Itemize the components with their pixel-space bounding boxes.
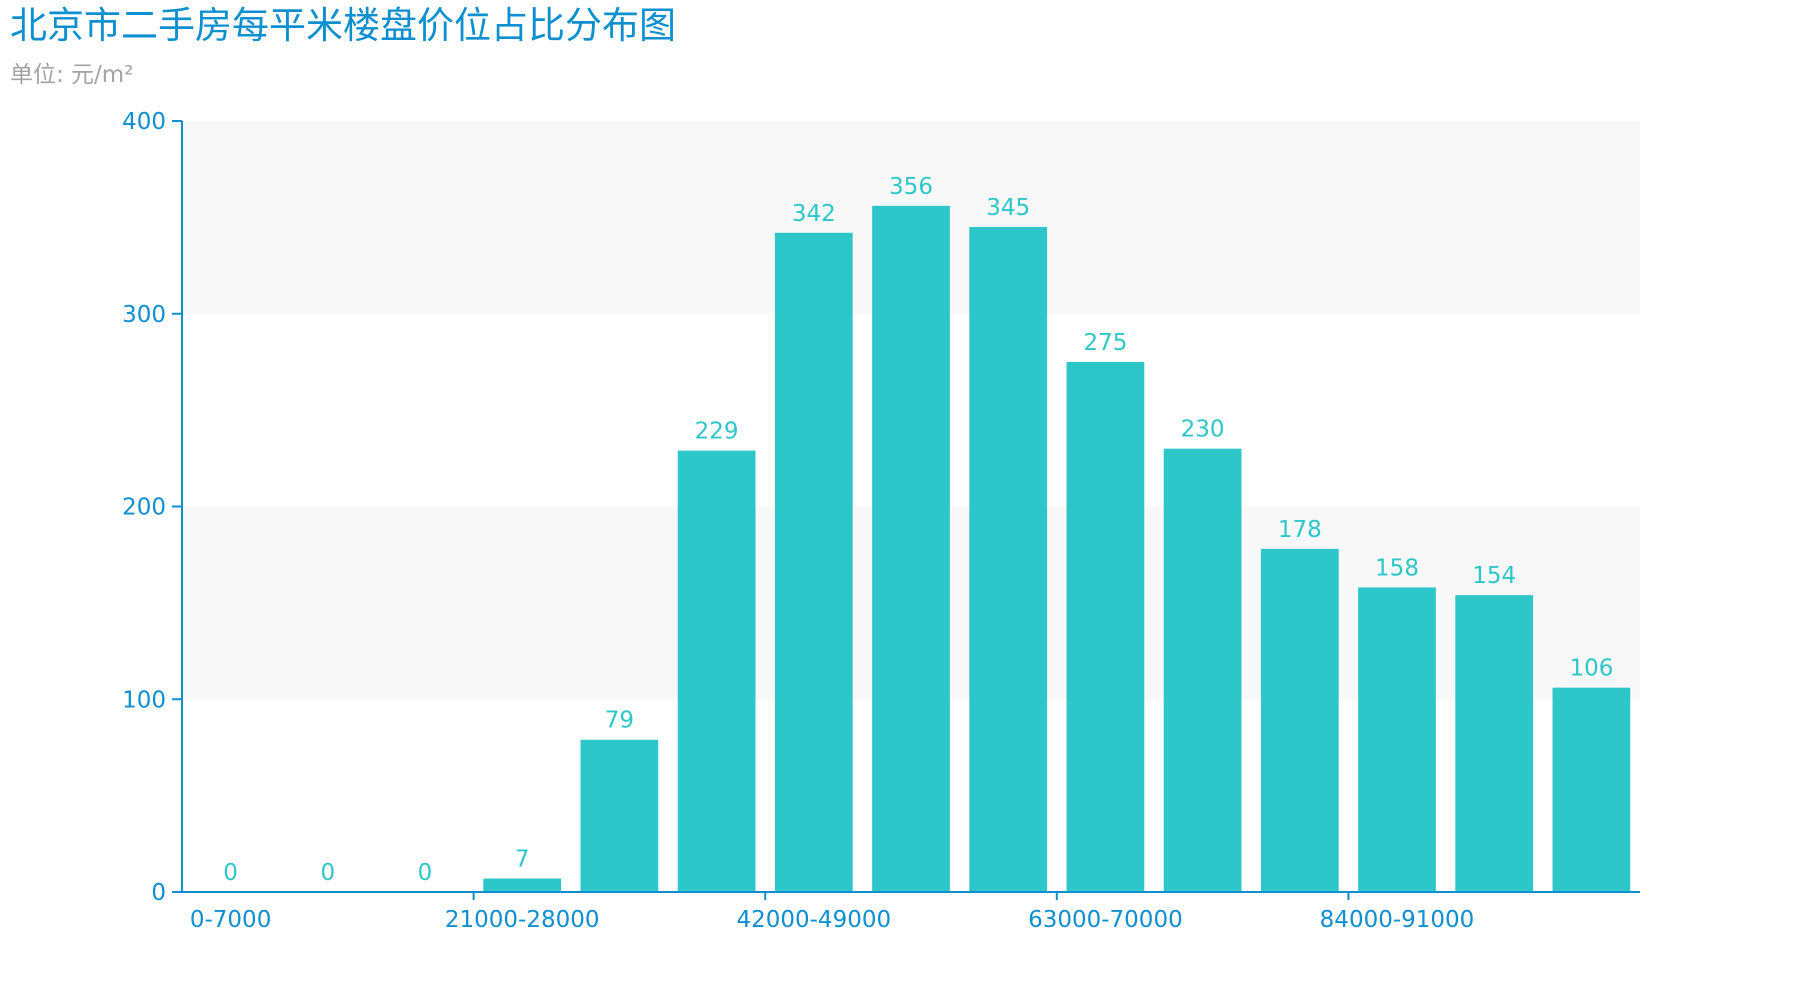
data-label: 230	[1181, 417, 1225, 443]
data-label: 178	[1278, 517, 1322, 543]
data-label: 106	[1569, 656, 1613, 682]
chart-subtitle: 单位: 元/m²	[10, 62, 134, 88]
bar[interactable]	[774, 232, 853, 893]
data-label: 0	[418, 860, 433, 886]
data-label: 7	[515, 847, 530, 873]
data-label: 356	[889, 174, 933, 200]
data-label: 79	[605, 708, 634, 734]
bar[interactable]	[969, 227, 1048, 892]
x-tick-label: 42000-49000	[736, 907, 891, 933]
y-tick-label: 100	[122, 687, 166, 713]
data-label: 229	[695, 419, 739, 445]
x-tick-label: 84000-91000	[1320, 907, 1475, 933]
bar[interactable]	[483, 878, 562, 892]
bar[interactable]	[1455, 595, 1534, 892]
bar[interactable]	[872, 205, 950, 892]
data-label: 345	[986, 195, 1030, 221]
y-tick-label: 200	[122, 495, 166, 521]
bar[interactable]	[677, 450, 756, 892]
x-tick-label: 0-7000	[190, 907, 271, 933]
bar[interactable]	[1358, 587, 1436, 892]
bar[interactable]	[1260, 548, 1339, 892]
x-tick-label: 63000-70000	[1028, 907, 1183, 933]
y-tick-label: 300	[122, 302, 166, 328]
data-label: 342	[792, 201, 836, 227]
bar[interactable]	[580, 739, 659, 892]
data-label: 0	[223, 860, 238, 886]
value-labels: 0 0 0 7 79 229 342 356 345 275 230 178 158 154 106	[223, 174, 1613, 886]
data-label: 154	[1472, 563, 1516, 589]
axes: 0 100 200 300 400 0-7000 21000-28000 42000-4900…	[122, 109, 1640, 933]
y-tick-label: 400	[122, 109, 166, 135]
chart-title: 北京市二手房每平米楼盘价位占比分布图	[10, 4, 676, 47]
data-label: 0	[320, 860, 335, 886]
y-tick-label: 0	[151, 880, 166, 906]
bar[interactable]	[1552, 687, 1631, 892]
data-label: 275	[1083, 330, 1127, 356]
bars	[483, 205, 1631, 893]
x-tick-label: 21000-28000	[445, 907, 600, 933]
bar[interactable]	[1163, 448, 1242, 892]
data-label: 158	[1375, 555, 1419, 581]
bar[interactable]	[1066, 361, 1145, 892]
